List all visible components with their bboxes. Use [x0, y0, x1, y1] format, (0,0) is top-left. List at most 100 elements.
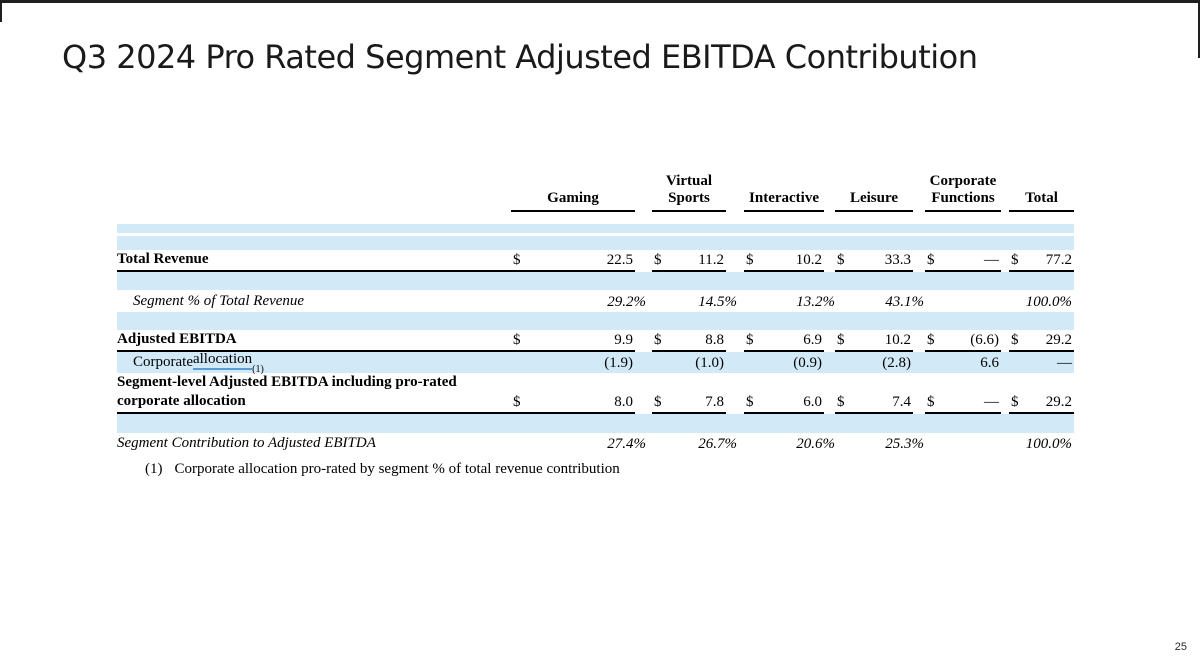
column-header-total: Total	[1009, 170, 1074, 212]
cell-corporate-functions	[925, 433, 1001, 454]
cell-corporate-functions	[925, 290, 1001, 312]
cell-total: $29.2	[1009, 330, 1074, 352]
cell-total: —	[1009, 352, 1074, 373]
column-gap	[913, 393, 925, 414]
page-number: 25	[1174, 641, 1187, 653]
cell-gaming: $22.5	[511, 250, 635, 272]
header-line2: Functions	[931, 190, 995, 206]
column-header-gaming: Gaming	[511, 170, 635, 212]
dollar-sign: $	[513, 332, 521, 348]
column-header-interactive: Interactive	[744, 170, 824, 212]
table-row-segment-level-line1: Segment-level Adjusted EBITDA including …	[117, 373, 1074, 393]
dollar-sign: $	[837, 394, 845, 410]
column-gap	[635, 330, 652, 352]
cell-virtual-sports: $11.2	[652, 250, 726, 272]
table-stripe	[117, 414, 1074, 433]
column-gap	[824, 352, 835, 373]
column-gap	[726, 170, 744, 212]
cell-corporate-functions: $ —	[925, 393, 1001, 414]
cell-gaming: 27.4%	[511, 433, 646, 454]
window-border-right	[1198, 0, 1200, 58]
table-stripe	[117, 312, 1074, 330]
cell-value: 29.2	[1045, 394, 1072, 410]
cell-value: —	[984, 394, 999, 410]
column-gap	[1001, 290, 1009, 312]
row-label: corporate allocation	[117, 393, 511, 414]
cell-gaming: $8.0	[511, 393, 635, 414]
row-label-text: Total Revenue	[117, 251, 209, 267]
cell-virtual-sports: $8.8	[652, 330, 726, 352]
footnote-text: Corporate allocation pro-rated by segmen…	[174, 461, 620, 477]
column-header-virtual-sports: Virtual Sports	[652, 170, 726, 212]
cell-value: 14.5%	[698, 294, 737, 310]
dollar-sign: $	[746, 332, 754, 348]
cell-value: (6.6)	[970, 332, 999, 348]
dollar-sign: $	[837, 332, 845, 348]
dollar-sign: $	[654, 332, 662, 348]
row-label: Total Revenue	[117, 250, 511, 272]
header-line1: Virtual	[665, 173, 713, 189]
column-gap	[913, 352, 925, 373]
cell-corporate-functions: 6.6	[925, 352, 1001, 373]
cell-value: 100.0%	[1025, 436, 1072, 452]
column-gap	[824, 170, 835, 212]
cell-interactive: 20.6%	[744, 433, 835, 454]
cell-interactive: $6.0	[744, 393, 824, 414]
header-line2: Total	[1025, 190, 1058, 206]
dollar-sign: $	[927, 252, 935, 268]
table-stripe	[117, 272, 1074, 290]
column-gap	[824, 250, 835, 272]
cell-value: 10.2	[884, 332, 911, 348]
row-label: Segment-level Adjusted EBITDA including …	[117, 373, 511, 393]
cell-value: 29.2	[1045, 332, 1072, 348]
cell-total: $77.2	[1009, 250, 1074, 272]
column-gap	[1001, 393, 1009, 414]
column-gap	[726, 250, 744, 272]
cell-value: 8.0	[614, 394, 633, 410]
cell-value: 11.2	[698, 252, 724, 268]
column-gap	[1001, 170, 1009, 212]
table-row-adjusted-ebitda: Adjusted EBITDA $9.9 $8.8 $6.9 $10.2 $ (6…	[117, 330, 1074, 352]
cell-interactive: 13.2%	[744, 290, 835, 312]
cell-value: (1.9)	[604, 355, 633, 371]
dollar-sign: $	[654, 252, 662, 268]
cell-value: 29.2%	[607, 294, 646, 310]
slide-title: Q3 2024 Pro Rated Segment Adjusted EBITD…	[62, 38, 978, 76]
cell-value: 43.1%	[885, 294, 924, 310]
cell-value: (0.9)	[793, 355, 822, 371]
column-gap	[635, 393, 652, 414]
dollar-sign: $	[837, 252, 845, 268]
cell-gaming: $9.9	[511, 330, 635, 352]
header-line2: Leisure	[849, 190, 899, 206]
cell-leisure: $10.2	[835, 330, 913, 352]
cell-value: 100.0%	[1025, 294, 1072, 310]
header-spacer	[117, 170, 511, 212]
dollar-sign: $	[1011, 394, 1019, 410]
column-gap	[824, 393, 835, 414]
cell-value: 33.3	[884, 252, 911, 268]
dollar-sign: $	[746, 252, 754, 268]
cell-gaming: (1.9)	[511, 352, 635, 373]
table-stripe	[117, 236, 1074, 250]
column-gap	[726, 393, 744, 414]
column-gap	[913, 170, 925, 212]
cell-value: 20.6%	[796, 436, 835, 452]
allocation-link[interactable]: allocation	[192, 352, 253, 370]
row-label-text: corporate allocation	[117, 393, 246, 409]
table-header-row: Gaming Virtual Sports Interactive Leisur…	[117, 170, 1074, 212]
row-label-text: Segment Contribution to Adjusted EBITDA	[117, 435, 376, 451]
cell-value: 77.2	[1045, 252, 1072, 268]
row-label-text: Segment % of Total Revenue	[133, 293, 305, 309]
cell-value: (2.8)	[882, 355, 911, 371]
header-line1: Corporate	[929, 173, 997, 189]
dollar-sign: $	[927, 332, 935, 348]
cell-virtual-sports: 26.7%	[652, 433, 737, 454]
cell-value: 13.2%	[796, 294, 835, 310]
footnote-marker: (1)	[145, 461, 163, 477]
cell-leisure: $7.4	[835, 393, 913, 414]
cell-value: (1.0)	[695, 355, 724, 371]
cell-total: 100.0%	[1009, 290, 1074, 312]
table-stripe	[117, 224, 1074, 233]
window-border-left	[0, 0, 2, 22]
